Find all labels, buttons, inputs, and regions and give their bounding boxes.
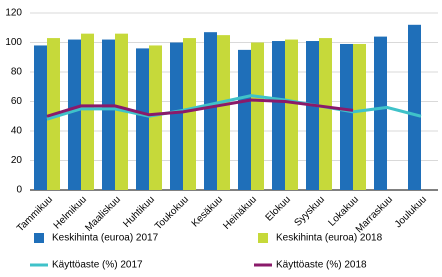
y-tick-label: 100	[5, 37, 22, 48]
legend-swatch	[258, 233, 268, 243]
bar	[306, 41, 319, 191]
legend-swatch	[34, 233, 44, 243]
line	[46, 94, 422, 121]
bar	[81, 33, 94, 191]
x-tick-label: Toukokuu	[153, 194, 191, 232]
x-tick-label: Kesäkuu	[190, 194, 225, 229]
x-tick-label: Tammikuu	[15, 194, 55, 234]
bar	[340, 43, 353, 190]
y-tick-label: 60	[11, 96, 23, 107]
bar	[102, 39, 115, 190]
bar	[136, 48, 149, 191]
y-tick-label: 120	[5, 8, 22, 19]
bar	[374, 36, 387, 190]
bar	[408, 24, 421, 190]
x-tick-label: Lokakuu	[326, 194, 361, 229]
y-tick-label: 20	[11, 155, 23, 166]
bar	[149, 45, 162, 191]
x-tick-label: Joulukuu	[393, 194, 429, 230]
legend-label: Käyttöaste (%) 2018	[276, 260, 367, 271]
bar	[68, 39, 81, 190]
bar	[34, 45, 47, 191]
bar	[217, 35, 230, 190]
bar	[272, 41, 285, 191]
y-tick-label: 0	[16, 185, 22, 196]
bar	[285, 39, 298, 190]
legend-label: Keskihinta (euroa) 2017	[52, 233, 159, 244]
bar	[238, 49, 251, 190]
legend-label: Käyttöaste (%) 2017	[52, 260, 143, 271]
bar	[319, 38, 332, 191]
bar	[353, 43, 366, 190]
x-tick-label: Marraskuu	[354, 194, 395, 235]
bar	[251, 42, 264, 190]
bar	[115, 33, 128, 191]
y-tick-label: 80	[11, 67, 23, 78]
bar	[183, 38, 196, 191]
bar	[170, 42, 183, 190]
x-tick-label: Heinäkuu	[221, 194, 259, 232]
legend-label: Keskihinta (euroa) 2018	[276, 233, 383, 244]
line	[46, 98, 354, 118]
bar	[204, 32, 217, 190]
x-tick-label: Maaliskuu	[83, 194, 123, 234]
y-tick-label: 40	[11, 126, 23, 137]
x-tick-label: Elokuu	[264, 194, 293, 223]
x-tick-label: Syyskuu	[292, 194, 327, 229]
